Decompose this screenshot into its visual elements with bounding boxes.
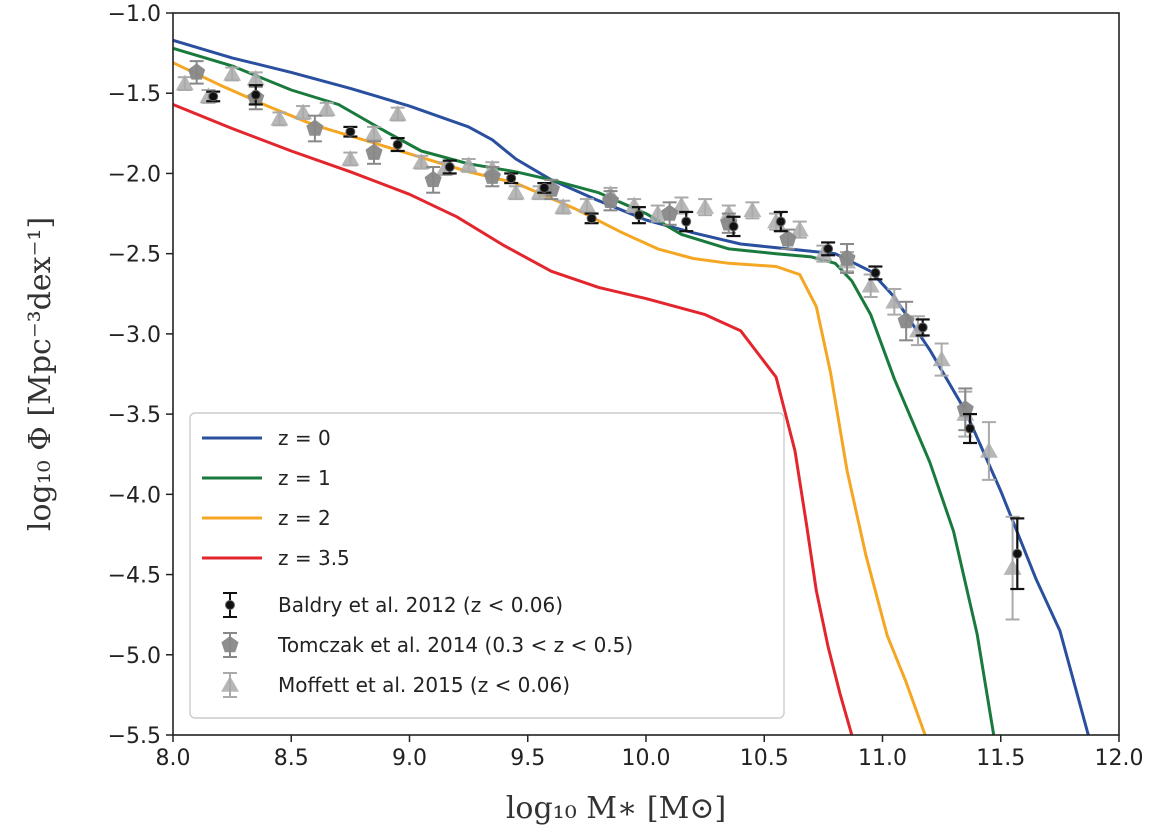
data-point	[956, 400, 974, 417]
x-tick-label: 9.5	[510, 746, 545, 771]
data-point	[838, 249, 856, 266]
legend-label: Baldry et al. 2012 (z < 0.06)	[278, 593, 563, 617]
data-point	[965, 423, 976, 434]
data-point	[885, 292, 904, 309]
data-point	[577, 196, 596, 213]
data-point	[246, 69, 265, 86]
data-point	[539, 182, 550, 193]
data-point	[979, 442, 998, 458]
y-tick-label: −5.5	[108, 724, 161, 749]
data-point	[814, 244, 833, 261]
y-tick-label: −2.0	[108, 162, 161, 187]
data-point	[175, 74, 194, 91]
data-point	[188, 63, 206, 80]
data-point	[483, 167, 501, 184]
x-axis-label: log₁₀ M∗ [M⊙]	[506, 791, 726, 826]
data-point	[530, 183, 549, 200]
y-tick-label: −2.5	[108, 243, 161, 268]
data-point	[365, 143, 383, 160]
data-point	[365, 124, 384, 141]
data-point	[444, 162, 455, 173]
data-point	[459, 156, 478, 173]
data-point	[586, 213, 597, 224]
legend-label: z = 3.5	[278, 546, 350, 570]
data-point	[270, 109, 289, 126]
data-point	[341, 150, 360, 166]
x-tick-label: 8.5	[274, 746, 309, 771]
data-point	[790, 220, 809, 237]
data-point	[728, 221, 739, 232]
x-tick-label: 12.0	[1095, 746, 1144, 771]
y-tick-label: −5.0	[108, 644, 161, 669]
data-point	[779, 230, 797, 247]
data-point	[696, 198, 715, 214]
data-point	[208, 91, 219, 102]
x-tick-label: 10.5	[740, 746, 789, 771]
series-line	[172, 46, 996, 736]
data-point	[1003, 559, 1022, 575]
series-line	[172, 38, 1090, 736]
data-point	[861, 276, 880, 293]
y-tick-label: −3.5	[108, 403, 161, 428]
legend-box	[189, 412, 785, 719]
series-line	[172, 61, 927, 736]
y-tick-label: −3.0	[108, 323, 161, 348]
observation-points	[175, 60, 1025, 621]
data-point	[424, 170, 442, 188]
data-point	[602, 191, 620, 208]
data-point	[633, 210, 644, 221]
data-point	[412, 153, 431, 169]
x-axis-ticks: 8.0 8.5 9.0 9.5 10.0 10.5 11.0 11.5 12.0	[156, 735, 1144, 771]
data-point	[917, 322, 928, 333]
data-point	[775, 216, 786, 227]
x-tick-label: 10.0	[622, 746, 671, 771]
legend-label: z = 2	[278, 506, 331, 530]
y-axis-ticks: −1.0 −1.5 −2.0 −2.5 −3.0 −3.5 −4.0 −4.5 −5.0 −5.5	[108, 2, 173, 749]
data-point	[897, 312, 915, 329]
data-point	[345, 126, 356, 137]
data-point	[1012, 548, 1023, 559]
legend-label: z = 0	[278, 426, 331, 450]
legend-label: z = 1	[278, 466, 331, 490]
data-point	[648, 204, 667, 221]
data-point	[823, 243, 834, 254]
data-point	[661, 204, 679, 221]
legend-marker	[221, 636, 239, 653]
data-point	[743, 201, 762, 218]
y-tick-label: −1.0	[108, 2, 161, 27]
legend-label: Moffett et al. 2015 (z < 0.06)	[278, 673, 570, 697]
data-point	[506, 173, 517, 184]
y-tick-label: −4.5	[108, 564, 161, 589]
model-curves	[172, 38, 1090, 736]
x-tick-label: 8.0	[156, 746, 191, 771]
data-point	[932, 350, 951, 367]
data-point	[250, 89, 261, 100]
data-point	[681, 216, 692, 227]
data-point	[392, 139, 403, 150]
y-tick-label: −4.0	[108, 483, 161, 508]
legend-marker	[225, 600, 235, 610]
series-line	[172, 103, 854, 736]
x-tick-label: 11.5	[976, 746, 1025, 771]
data-point	[506, 183, 525, 200]
y-axis-label: log₁₀ Φ [Mpc⁻³dex⁻¹]	[23, 217, 58, 531]
data-point	[294, 103, 313, 120]
data-point	[317, 100, 336, 117]
data-point	[306, 119, 324, 136]
data-point	[672, 196, 691, 213]
y-tick-label: −1.5	[108, 82, 161, 107]
data-point	[870, 267, 881, 278]
data-point	[554, 198, 573, 214]
legend-marker	[221, 676, 239, 692]
x-tick-label: 11.0	[858, 746, 907, 771]
x-tick-label: 9.0	[392, 746, 427, 771]
legend-label: Tomczak et al. 2014 (0.3 < z < 0.5)	[277, 633, 633, 657]
legend: z = 0 z = 1 z = 2 z = 3.5 Baldry et al. 2012…	[189, 412, 785, 719]
data-point	[388, 105, 407, 121]
data-point	[223, 64, 242, 81]
